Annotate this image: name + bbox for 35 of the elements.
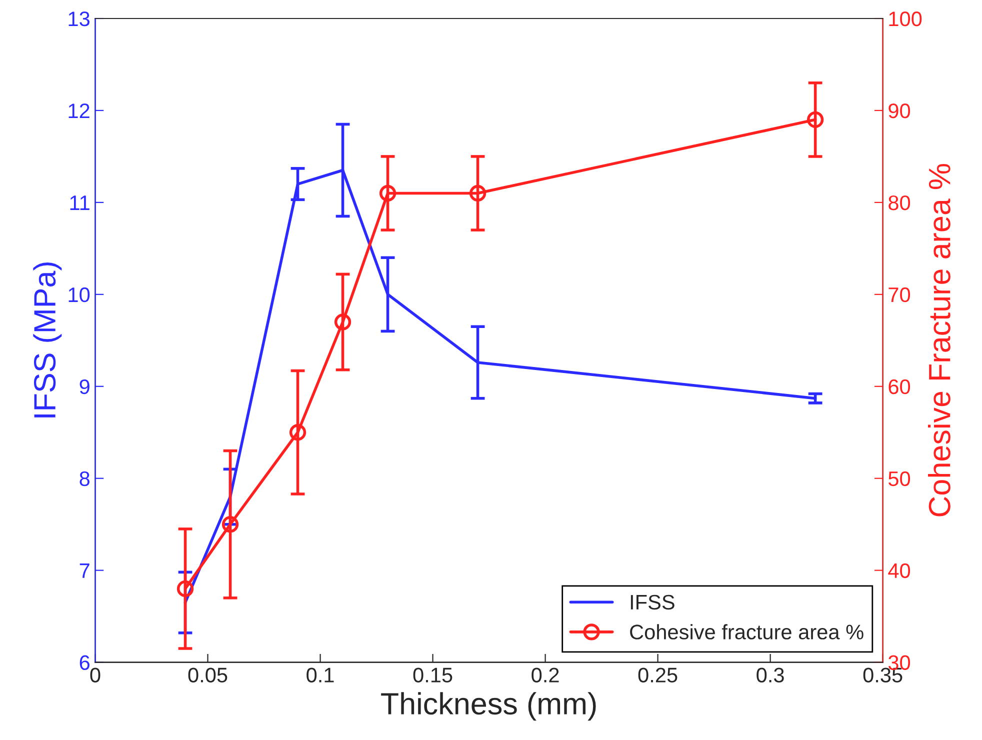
x-tick-label: 0.25 xyxy=(638,668,678,682)
x-tick-label: 0.15 xyxy=(413,668,452,682)
x-tick-label: 0.35 xyxy=(863,668,902,682)
point xyxy=(806,111,824,128)
y2-tick-label: 70 xyxy=(888,287,910,302)
point xyxy=(334,314,352,330)
x-tick-label: 0.2 xyxy=(532,668,559,682)
point xyxy=(222,516,239,533)
y-tick-label: 9 xyxy=(80,379,90,394)
y-tick-label: 11 xyxy=(70,196,90,210)
y2-tick-label: 40 xyxy=(888,563,910,578)
y-tick-label: 8 xyxy=(80,471,90,486)
y2-tick-label: 60 xyxy=(888,379,910,394)
y-tick-label: 12 xyxy=(68,103,90,118)
y-tick-label: 10 xyxy=(68,287,90,302)
x-tick-label: 0.1 xyxy=(306,668,334,682)
legend-label: IFSS xyxy=(630,594,674,610)
x-tick-label: 0 xyxy=(90,668,100,682)
point xyxy=(176,580,194,598)
y-axis-title: IFSS (MPa) xyxy=(33,262,62,418)
x-axis-title: Thickness (mm) xyxy=(381,692,596,721)
y2-tick-label: 100 xyxy=(889,12,922,26)
y2-tick-label: 80 xyxy=(888,195,910,210)
y2-axis-title: Cohesive Fracture area % xyxy=(928,164,950,516)
x-tick-label: 0.3 xyxy=(756,668,784,682)
y-tick-label: 7 xyxy=(80,564,90,578)
y2-tick-label: 90 xyxy=(888,103,910,118)
y-tick-label: 13 xyxy=(68,12,90,26)
x-tick-label: 0.05 xyxy=(188,668,228,682)
point xyxy=(289,424,306,441)
legend-label: Cohesive fracture area % xyxy=(630,624,864,640)
y2-tick-label: 50 xyxy=(888,471,910,486)
point xyxy=(379,184,396,202)
y-tick-label: 6 xyxy=(80,655,90,670)
point xyxy=(469,184,486,202)
